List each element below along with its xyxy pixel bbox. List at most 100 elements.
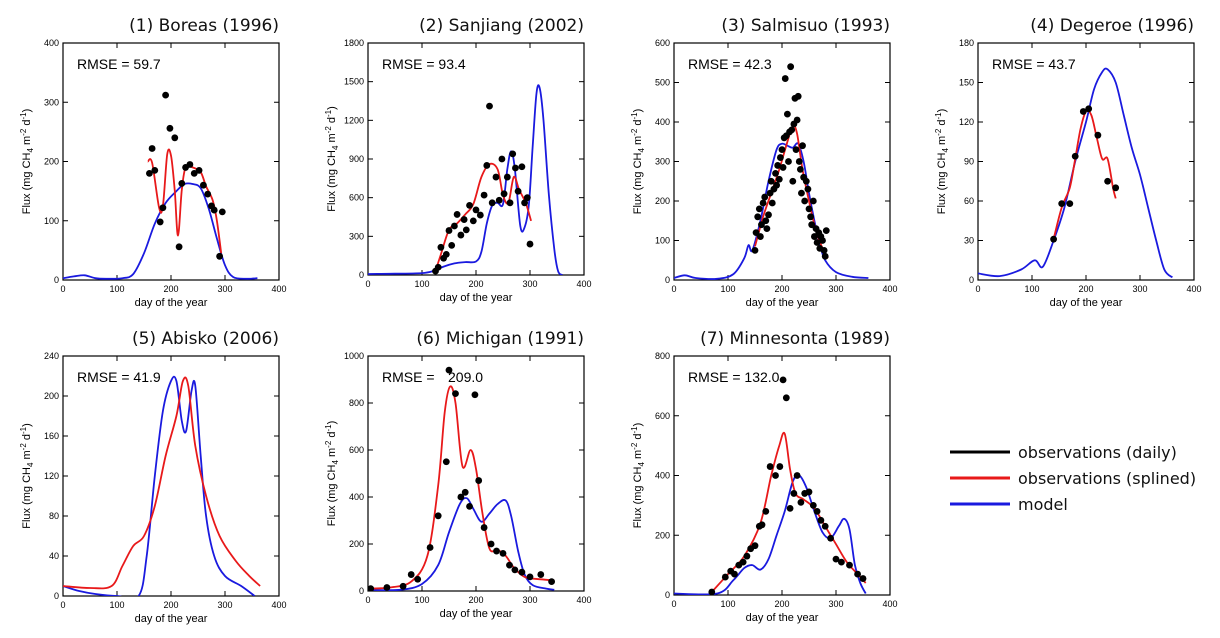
panel-3-rmse: RMSE = 42.3: [688, 56, 772, 72]
panel-3-obs-point: [751, 246, 759, 254]
panel-4-xtick-label: 0: [975, 284, 980, 294]
panel-3-obs-point: [798, 189, 805, 197]
panel-6-obs-point: [493, 547, 500, 555]
panel-2-splined-line: [434, 162, 532, 272]
panel-4-ytick-label: 0: [969, 275, 974, 285]
panel-7-xtick-label: 0: [671, 599, 676, 609]
panel-7-splined-line: [711, 431, 867, 593]
panel-6-xlabel: day of the year: [440, 608, 513, 620]
panel-6-obs-point: [399, 582, 407, 590]
panel-3-xtick-label: 400: [882, 284, 897, 294]
panel-6-xtick-label: 400: [576, 595, 591, 605]
panel-2-frame: [367, 42, 585, 276]
panel-7-obs-point: [813, 507, 821, 515]
panel-3-obs-point: [759, 199, 767, 207]
panel-3-xtick-label: 200: [774, 284, 789, 294]
panel-2-ylabel: Flux (mg CH4 m-2 d-1): [324, 106, 340, 212]
panel-7-obs-point: [708, 588, 716, 595]
panel-2-model-line: [368, 84, 563, 275]
panel-1-obs-point: [190, 169, 198, 177]
panel-6-ytick-label: 1000: [344, 351, 364, 361]
panel-2-title: (2) Sanjiang (2002): [419, 16, 584, 36]
panel-5-xtick-label: 400: [271, 600, 286, 610]
panel-7-title: (7) Minnesonta (1989): [700, 329, 890, 349]
panel-3-obs-point: [789, 177, 797, 185]
panel-1-ylabel: Flux (mg CH4 m-2 d-1): [19, 109, 35, 215]
panel-2-ytick-label: 1800: [344, 38, 364, 48]
panel-3-obs-point: [792, 146, 800, 154]
panel-4-obs-point: [1085, 105, 1093, 113]
panel-6-obs-point: [480, 524, 488, 531]
panel-7-rmse: RMSE = 132.0: [688, 369, 780, 385]
panel-3-obs-point: [801, 197, 809, 205]
panel-4-rmse: RMSE = 43.7: [992, 56, 1076, 72]
panel-3-ylabel: Flux (mg CH4 m-2 d-1): [630, 109, 646, 215]
panel-1-obs-point: [146, 169, 153, 177]
panel-3-obs-point: [767, 177, 775, 185]
legend-label-daily: observations (daily): [1018, 443, 1177, 462]
panel-6: (6) Michigan (1991) 0 100 200 300 400 0 200 400 6…: [324, 329, 592, 620]
panel-3-obs-point: [758, 221, 765, 229]
panel-6-obs-point: [466, 503, 473, 510]
panel-4-ytick-label: 120: [959, 117, 974, 127]
panel-7-xlabel: day of the year: [746, 612, 819, 624]
panel-2: (2) Sanjiang (2002) 0 100 200 300 400 0 300 600 9…: [324, 16, 592, 304]
panel-6-obs-point: [487, 540, 495, 548]
panel-2-obs-point: [451, 222, 458, 230]
panel-1-ytick-label: 200: [44, 157, 59, 167]
panel-7-obs-point: [766, 463, 774, 470]
panel-7-obs-point: [832, 555, 840, 563]
panel-6-obs-point: [442, 458, 450, 466]
panel-3-xtick-label: 100: [720, 284, 735, 294]
panel-2-obs-point: [445, 227, 453, 234]
panel-6-ytick-label: 600: [349, 445, 364, 455]
panel-3-obs-point: [776, 154, 784, 161]
panel-4-ytick-label: 180: [959, 38, 974, 48]
panel-2-obs-point: [469, 217, 477, 225]
panel-2-obs-point: [437, 243, 445, 251]
panel-7-obs-point: [821, 522, 829, 530]
panel-3-obs-point: [796, 166, 804, 173]
panel-3-obs-point: [772, 169, 779, 177]
panel-1-rmse: RMSE = 59.7: [77, 56, 161, 72]
legend: observations (daily) observations (splin…: [950, 443, 1196, 514]
legend-label-splined: observations (splined): [1018, 469, 1196, 488]
panel-6-obs-point: [383, 584, 391, 591]
panel-1-xtick-label: 100: [109, 284, 124, 294]
panel-2-xtick-label: 100: [414, 279, 429, 289]
panel-6-obs-point: [548, 578, 555, 585]
panel-6-obs-point: [526, 573, 534, 581]
panel-1-obs-point: [210, 206, 218, 214]
panel-1-ytick-label: 400: [44, 38, 59, 48]
panel-1-obs-point: [178, 180, 186, 187]
panel-1-xtick-label: 0: [60, 284, 65, 294]
panel-5-ytick-label: 80: [49, 511, 59, 521]
panel-3-obs-point: [822, 227, 830, 235]
panel-2-obs-point: [462, 226, 470, 234]
panel-3-ytick-label: 100: [655, 236, 670, 246]
panel-3-ytick-label: 0: [665, 275, 670, 285]
panel-5-ytick-label: 40: [49, 551, 59, 561]
panel-2-obs-point: [483, 162, 491, 169]
panel-4-ytick-label: 60: [964, 196, 974, 206]
panel-6-obs-point: [368, 585, 375, 591]
panel-7-obs-point: [762, 507, 770, 515]
panel-6-rmse-value: 209.0: [448, 369, 483, 385]
panel-6-ytick-label: 200: [349, 539, 364, 549]
panel-1-obs-point: [186, 161, 194, 168]
panel-2-obs-point: [460, 216, 468, 223]
panel-4: (4) Degeroe (1996) 0 100 200 300 400 0 30 60 90 12…: [934, 16, 1202, 309]
panel-3-obs-point: [802, 177, 810, 185]
panel-6-model-line: [368, 497, 555, 591]
panel-2-ytick-label: 1500: [344, 77, 364, 87]
legend-label-model: model: [1018, 495, 1068, 514]
panel-7-obs-point: [793, 472, 801, 479]
panel-1-obs-point: [175, 243, 183, 251]
panel-6-obs-point: [457, 493, 465, 501]
panel-3-obs-point: [781, 75, 789, 82]
panel-3-obs-point: [775, 175, 783, 183]
panel-5-ytick-label: 160: [44, 431, 59, 441]
panel-2-obs-point: [442, 250, 450, 258]
panel-2-obs-point: [509, 150, 517, 158]
panel-2-xtick-label: 400: [576, 279, 591, 289]
